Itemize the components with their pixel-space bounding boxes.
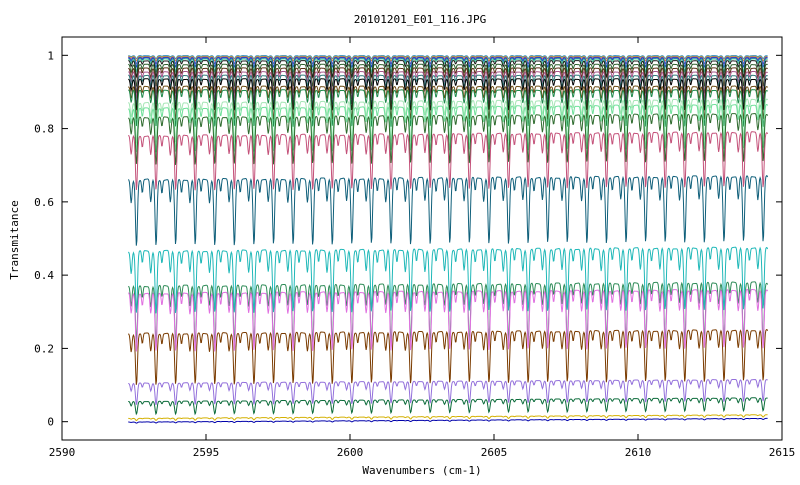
series-layer bbox=[127, 55, 769, 424]
spectrum-series-line bbox=[128, 60, 768, 79]
spectrum-series-line bbox=[128, 378, 768, 406]
y-tick-label: 0.8 bbox=[34, 123, 54, 136]
x-tick-label: 2610 bbox=[625, 446, 652, 459]
y-tick-label: 0.6 bbox=[34, 196, 54, 209]
spectrum-series-line bbox=[128, 89, 768, 127]
spectrum-series-line bbox=[128, 131, 769, 191]
x-tick-label: 2595 bbox=[193, 446, 220, 459]
y-tick-label: 0.4 bbox=[34, 269, 54, 282]
plot-frame bbox=[61, 36, 783, 441]
y-tick-label: 0.2 bbox=[34, 342, 54, 355]
spectrum-series-line bbox=[128, 57, 768, 69]
x-tick-label: 2605 bbox=[481, 446, 508, 459]
x-axis-label: Wavenumbers (cm-1) bbox=[362, 464, 481, 477]
chart-title: 20101201_E01_116.JPG bbox=[354, 13, 486, 26]
spectrum-series-line bbox=[128, 288, 769, 352]
spectrum-series-line bbox=[128, 56, 768, 65]
spectrum-series-line bbox=[127, 246, 769, 314]
x-axis-ticks: 2590 2595 2600 2605 2610 2615 bbox=[49, 37, 796, 459]
x-tick-label: 2590 bbox=[49, 446, 76, 459]
spectrum-series-line bbox=[127, 175, 769, 246]
spectrum-series-line bbox=[128, 417, 768, 424]
y-tick-label: 1 bbox=[47, 49, 54, 62]
y-tick-label: 0 bbox=[47, 416, 54, 429]
spectrum-series-line bbox=[128, 55, 768, 60]
spectrum-series-line bbox=[128, 55, 768, 62]
x-tick-label: 2615 bbox=[769, 446, 796, 459]
x-tick-label: 2600 bbox=[337, 446, 364, 459]
spectrum-series-line bbox=[128, 397, 768, 416]
spectrum-series-line bbox=[128, 58, 768, 74]
spectrum-series-line bbox=[127, 329, 769, 385]
spectrum-series-line bbox=[128, 113, 769, 165]
y-axis-label: Transmitance bbox=[8, 200, 21, 279]
spectrum-series-line bbox=[128, 414, 768, 422]
y-axis-ticks: 0 0.2 0.4 0.6 0.8 1 bbox=[34, 49, 782, 429]
